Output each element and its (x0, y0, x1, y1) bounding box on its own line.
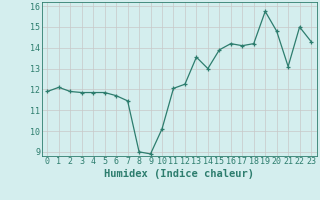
X-axis label: Humidex (Indice chaleur): Humidex (Indice chaleur) (104, 169, 254, 179)
